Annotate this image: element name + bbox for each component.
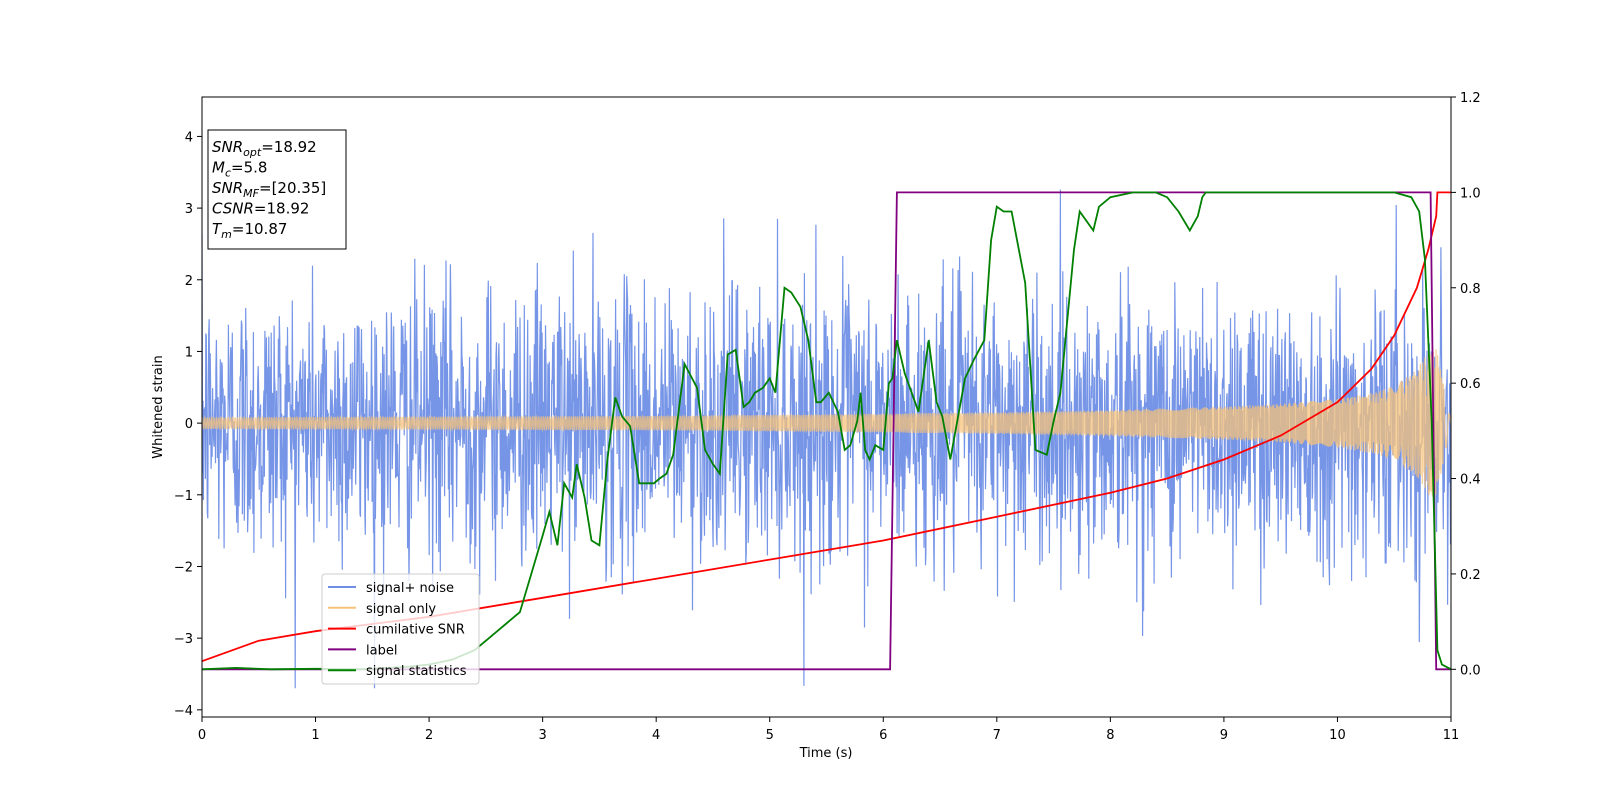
x-tick-label: 11 [1443,728,1460,743]
y-axis-left: −4 −3 −2 −1 0 1 2 3 4 [174,130,202,719]
series-signal-only-line [202,349,1451,497]
y-left-tick-label: 2 [185,274,193,289]
x-axis-label: Time (s) [799,746,853,761]
y-left-tick-label: 4 [185,130,193,145]
legend-label: signal statistics [366,664,467,679]
x-tick-label: 2 [425,728,433,743]
x-tick-label: 10 [1329,728,1346,743]
info-line: Mc=5.8 [212,159,267,180]
y-left-tick-label: −2 [174,560,193,575]
info-line: CSNR=18.92 [212,200,309,218]
y-left-tick-label: 3 [185,202,193,217]
y-left-tick-label: 0 [185,417,193,432]
y-right-tick-label: 0.0 [1460,663,1481,678]
legend-frame [321,573,480,685]
y-axis-label: Whitened strain [151,355,166,458]
info-box-frame [207,129,347,250]
legend: signal+ noise signal only cumilative SNR la… [321,573,480,685]
y-left-tick-label: −4 [174,704,193,719]
x-tick-label: 0 [198,728,206,743]
x-tick-label: 4 [652,728,660,743]
info-box: SNRopt=18.92Mc=5.8SNRMF=[20.35]CSNR=18.9… [207,129,347,250]
y-right-tick-label: 1.2 [1460,91,1481,106]
x-axis: 0 1 2 3 4 5 6 7 8 9 10 11 [198,717,1459,743]
y-left-tick-label: 1 [185,345,193,360]
y-right-tick-label: 0.2 [1460,568,1481,583]
x-tick-label: 1 [311,728,319,743]
y-right-tick-label: 1.0 [1460,186,1481,201]
y-left-tick-label: −1 [174,489,193,504]
plot-frame [201,96,1452,718]
series-signal-statistics-line [202,191,1451,671]
legend-label: signal+ noise [366,581,454,596]
y-axis-right: 0.0 0.2 0.4 0.6 0.8 1.0 1.2 [1451,91,1481,678]
y-right-tick-label: 0.4 [1460,473,1481,488]
legend-label: signal only [366,602,436,617]
y-right-tick-label: 0.6 [1460,377,1481,392]
info-line: SNRopt=18.92 [212,138,317,159]
series-label-line [202,191,1451,671]
info-line: SNRMF=[20.35] [212,179,326,200]
info-line: Tm=10.87 [212,220,287,241]
y-right-tick-label: 0.8 [1460,282,1481,297]
series-signal-noise-line [202,189,1451,689]
x-tick-label: 6 [879,728,887,743]
x-tick-label: 9 [1220,728,1228,743]
legend-label: cumilative SNR [366,623,465,638]
x-tick-label: 5 [766,728,774,743]
x-tick-label: 8 [1106,728,1114,743]
x-tick-label: 7 [993,728,1001,743]
x-tick-label: 3 [538,728,546,743]
legend-label: label [366,643,397,658]
y-left-tick-label: −3 [174,632,193,647]
